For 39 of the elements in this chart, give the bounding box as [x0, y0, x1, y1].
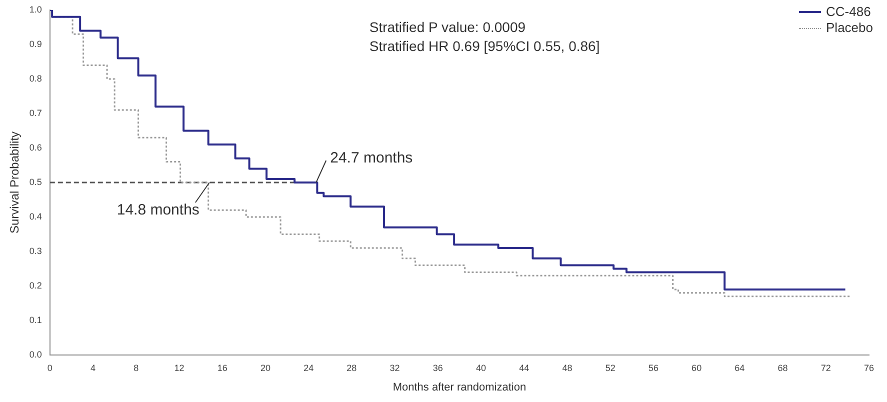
x-tick-label: 28	[346, 362, 357, 373]
y-tick-label: 0.7	[29, 108, 42, 118]
annotation: Stratified HR 0.69 [95%CI 0.55, 0.86]	[369, 38, 600, 54]
x-tick-label: 36	[432, 362, 443, 373]
x-tick-label: 48	[562, 362, 572, 373]
y-tick-label: 0.8	[29, 73, 42, 84]
x-tick-label: 60	[692, 362, 702, 373]
y-tick-label: 0.1	[29, 314, 42, 325]
annotation: 24.7 months	[330, 150, 413, 167]
x-tick-label: 56	[648, 362, 658, 373]
annotation: 14.8 months	[116, 202, 200, 219]
x-tick-label: 8	[134, 362, 139, 373]
x-tick-label: 20	[260, 362, 270, 373]
x-tick-label: 44	[519, 362, 530, 373]
y-tick-label: 0.4	[29, 211, 42, 222]
y-tick-label: 1.0	[29, 4, 42, 14]
x-tick-label: 64	[734, 362, 745, 373]
legend-label: CC-486	[826, 4, 871, 20]
annotation: Stratified P value: 0.0009	[369, 18, 526, 35]
y-tick-label: 0.5	[29, 176, 42, 187]
x-tick-label: 12	[174, 362, 184, 373]
x-tick-label: 76	[864, 362, 874, 373]
legend-label: Placebo	[826, 20, 873, 36]
x-tick-label: 24	[304, 362, 314, 373]
x-tick-label: 4	[90, 362, 96, 373]
y-axis-title: Survival Probability	[8, 131, 22, 234]
x-tick-label: 40	[476, 362, 486, 373]
y-tick-label: 0.2	[29, 280, 42, 290]
x-tick-label: 0	[47, 362, 52, 373]
x-tick-label: 16	[217, 362, 228, 373]
x-axis-title: Months after randomization	[392, 381, 526, 394]
y-tick-label: 0.3	[29, 246, 42, 256]
x-tick-label: 72	[820, 362, 831, 373]
y-tick-label: 0.6	[29, 142, 42, 152]
y-tick-label: 0.9	[29, 38, 42, 49]
x-tick-label: 68	[778, 362, 788, 373]
x-tick-label: 32	[390, 362, 400, 373]
x-tick-label: 52	[605, 362, 616, 373]
y-tick-label: 0.0	[29, 349, 42, 360]
